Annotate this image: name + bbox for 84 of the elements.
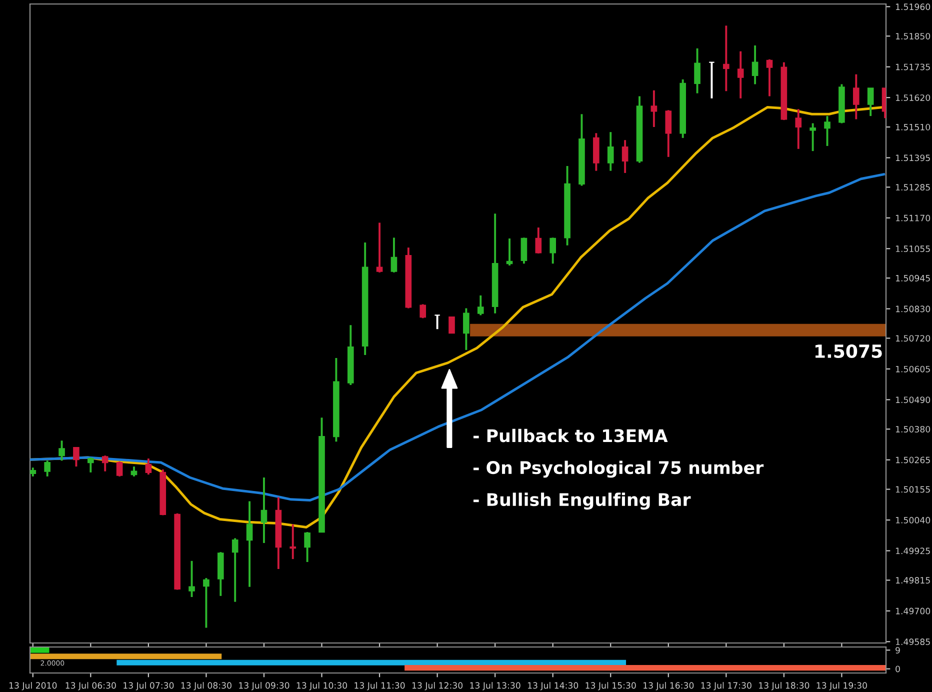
- x-tick-label: 13 Jul 11:30: [354, 682, 405, 690]
- y-tick-label: 1.49815: [896, 577, 930, 584]
- x-tick-label: 13 Jul 09:30: [239, 682, 290, 690]
- candlestick: [795, 108, 802, 150]
- x-tick-label: 13 Jul 12:30: [412, 682, 463, 690]
- x-tick-label: 13 Jul 10:30: [296, 682, 347, 690]
- y-tick-label: 1.51395: [896, 154, 930, 162]
- candlestick: [420, 303, 426, 320]
- x-tick-label: 13 Jul 07:30: [124, 682, 174, 690]
- candlestick: [73, 446, 80, 468]
- candlestick: [506, 238, 513, 266]
- candlestick: [477, 294, 484, 316]
- x-tick-label: 13 Jul 18:30: [759, 682, 810, 690]
- annotation: - Bullish Engulfing Bar: [473, 492, 691, 510]
- candlestick: [752, 44, 758, 86]
- candlestick: [246, 500, 253, 588]
- x-tick-label: 13 Jul 15:30: [586, 682, 636, 690]
- y-tick-label: 1.50945: [896, 274, 930, 282]
- x-tick-label: 13 Jul 17:30: [701, 682, 752, 690]
- y-tick-label: 1.51850: [896, 32, 930, 40]
- y-tick-label: 1.49925: [896, 548, 930, 554]
- x-tick-label: 13 Jul 13:30: [470, 682, 520, 690]
- candlestick: [434, 314, 440, 330]
- candlestick: [622, 139, 628, 174]
- candlestick: [708, 61, 715, 100]
- candlestick: [102, 454, 108, 472]
- candlestick: [145, 458, 152, 476]
- candlestick: [550, 236, 556, 265]
- candlestick: [852, 73, 860, 120]
- x-tick-label: 13 Jul 14:30: [528, 682, 578, 690]
- annotation: - On Psychological 75 number: [473, 460, 764, 478]
- candlestick: [390, 236, 398, 274]
- annotation: 1.5075: [815, 344, 882, 358]
- y-tick-label: 1.50490: [896, 396, 930, 404]
- y-tick-label: 1.50720: [896, 335, 930, 342]
- candlestick: [867, 87, 874, 117]
- y-tick-label: 1.50830: [896, 306, 930, 312]
- x-tick-label: 13 Jul 08:30: [181, 682, 232, 690]
- y-tick-label: 1.49585: [896, 638, 930, 646]
- candlestick: [88, 456, 94, 474]
- x-tick-label: 13 Jul 19:30: [816, 682, 867, 690]
- candlestick: [737, 50, 744, 100]
- y-tick-label: 1.50265: [896, 456, 930, 464]
- candlestick: [723, 24, 730, 92]
- candlestick: [304, 531, 310, 563]
- candlestick: [607, 131, 614, 172]
- annotation: - Pullback to 13EMA: [473, 428, 668, 442]
- candlestick: [665, 109, 672, 158]
- candlestick: [260, 476, 268, 544]
- candlestick: [203, 577, 210, 629]
- y-tick-label: 0: [896, 666, 900, 672]
- candlestick: [290, 523, 296, 560]
- y-tick-label: 1.50155: [896, 486, 930, 493]
- y-tick-label: 1.50380: [896, 426, 930, 433]
- x-tick-label: 13 Jul 06:30: [66, 682, 116, 690]
- y-tick-label: 1.51735: [896, 64, 930, 70]
- candlestick: [520, 236, 528, 265]
- candlestick: [650, 89, 658, 128]
- candlestick: [232, 537, 238, 603]
- y-tick-label: 1.51055: [896, 246, 930, 252]
- candlestick: [116, 460, 123, 478]
- y-tick-label: 1.51170: [896, 214, 930, 222]
- y-tick-label: 1.51510: [896, 124, 930, 130]
- candlestick: [44, 460, 50, 478]
- y-tick-label: 1.51620: [896, 94, 930, 101]
- candlestick: [376, 222, 383, 274]
- candlestick: [810, 122, 816, 152]
- y-tick-label: 1.50040: [896, 516, 930, 524]
- candlestick: [694, 47, 700, 94]
- candlestick: [766, 58, 773, 98]
- candlestick: [463, 307, 470, 351]
- x-tick-label: 13 Jul 16:30: [644, 682, 694, 690]
- candlestick: [130, 466, 138, 478]
- candlestick: [188, 560, 195, 598]
- x-tick-label: 13 Jul 2010: [9, 682, 57, 690]
- y-tick-label: 1.51285: [896, 184, 930, 191]
- candlestick: [824, 115, 830, 147]
- candlestick: [448, 316, 455, 334]
- y-tick-label: 1.49700: [896, 608, 930, 614]
- y-tick-label: 9: [896, 647, 900, 654]
- y-tick-label: 1.51960: [896, 4, 930, 10]
- y-tick-label: 1.50605: [896, 366, 930, 372]
- candlestick: [58, 440, 65, 462]
- candlestick: [535, 226, 542, 254]
